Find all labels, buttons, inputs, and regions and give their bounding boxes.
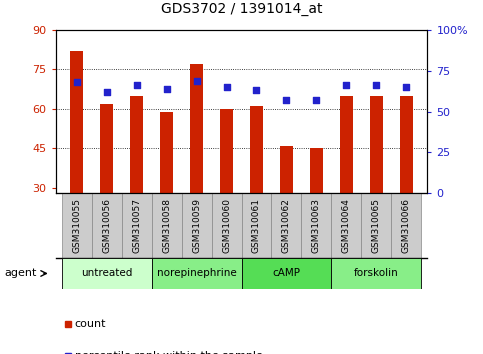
Text: GSM310064: GSM310064 (342, 198, 351, 253)
Text: GSM310061: GSM310061 (252, 198, 261, 253)
Text: GSM310058: GSM310058 (162, 198, 171, 253)
Bar (242, 193, 271, 258)
Bar (331, 258, 422, 289)
Bar (331, 193, 361, 258)
Text: GSM310063: GSM310063 (312, 198, 321, 253)
Bar (242, 258, 331, 289)
Text: GSM310065: GSM310065 (372, 198, 381, 253)
Point (253, 87, 260, 93)
Bar (361, 193, 391, 258)
Text: agent: agent (5, 268, 37, 279)
Point (223, 84, 230, 90)
Text: norepinephrine: norepinephrine (156, 268, 236, 279)
Point (372, 82, 380, 88)
Bar (310, 148, 323, 267)
Point (403, 84, 411, 90)
Text: GDS3702 / 1391014_at: GDS3702 / 1391014_at (161, 2, 322, 16)
Point (163, 86, 170, 92)
Text: GSM310057: GSM310057 (132, 198, 141, 253)
Text: forskolin: forskolin (354, 268, 399, 279)
Bar (160, 112, 173, 267)
Bar (212, 193, 242, 258)
Bar (271, 193, 301, 258)
Text: cAMP: cAMP (272, 268, 300, 279)
Text: GSM310055: GSM310055 (72, 198, 81, 253)
Bar (369, 96, 383, 267)
Text: untreated: untreated (81, 268, 132, 279)
Bar (152, 258, 242, 289)
Point (133, 82, 141, 88)
Bar (391, 193, 422, 258)
Bar (182, 193, 212, 258)
Bar (100, 104, 114, 267)
Text: count: count (75, 319, 106, 329)
Point (342, 82, 350, 88)
Text: GSM310066: GSM310066 (402, 198, 411, 253)
Point (313, 97, 320, 103)
Text: GSM310062: GSM310062 (282, 198, 291, 253)
Point (283, 97, 290, 103)
Bar (220, 109, 233, 267)
Bar (280, 145, 293, 267)
Bar (130, 96, 143, 267)
Point (103, 89, 111, 95)
Text: GSM310056: GSM310056 (102, 198, 111, 253)
Bar (400, 96, 413, 267)
Bar (92, 193, 122, 258)
Text: GSM310060: GSM310060 (222, 198, 231, 253)
Bar (122, 193, 152, 258)
Bar (340, 96, 353, 267)
Bar (152, 193, 182, 258)
Bar (70, 51, 83, 267)
Bar (61, 193, 92, 258)
Bar (250, 106, 263, 267)
Text: percentile rank within the sample: percentile rank within the sample (75, 351, 263, 354)
Point (72, 79, 80, 85)
Bar (61, 258, 152, 289)
Bar (190, 64, 203, 267)
Point (193, 78, 200, 84)
Text: GSM310059: GSM310059 (192, 198, 201, 253)
Bar (301, 193, 331, 258)
